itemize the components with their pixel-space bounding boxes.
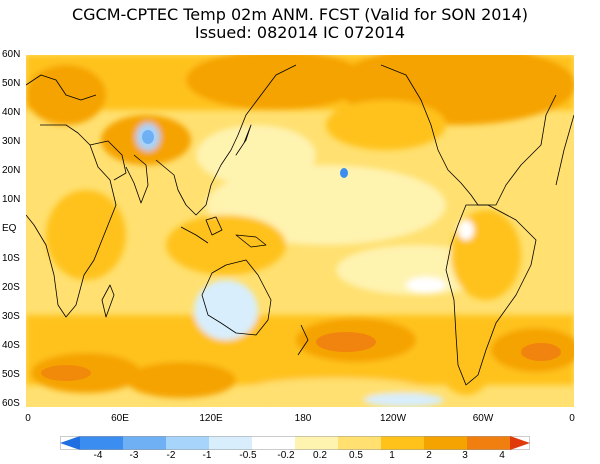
colorbar-label: -3 <box>129 450 139 461</box>
colorbar-label: 3 <box>462 450 468 461</box>
colorbar-swatch <box>166 436 210 450</box>
colorbar-swatch <box>381 436 425 450</box>
coast-north-america <box>380 64 557 206</box>
hot-core-south-pacific <box>316 332 376 352</box>
lat-label-30n: 30N <box>2 136 21 147</box>
lat-label-10s: 10S <box>2 253 20 264</box>
lat-label-10n: 10N <box>2 194 21 205</box>
lon-label-120e: 120E <box>199 413 223 424</box>
colorbar-swatch <box>252 436 296 450</box>
coast-west-africa-east-edge <box>555 114 574 186</box>
colorbar-label: 4 <box>499 450 505 461</box>
lat-label-30s: 30S <box>2 311 20 322</box>
colorbar-label: -0.2 <box>277 450 295 461</box>
coast-japan <box>235 124 252 156</box>
colorbar-swatch <box>467 436 511 450</box>
map-title: CGCM-CPTEC Temp 02m ANM. FCST (Valid for… <box>71 5 529 24</box>
lon-label-0-east: 0 <box>569 413 575 424</box>
coast-east-asia <box>155 64 297 216</box>
coast-borneo <box>205 216 223 236</box>
colorbar-swatch <box>209 436 253 450</box>
lon-label-60e: 60E <box>111 413 129 424</box>
lat-label-20s: 20S <box>2 282 20 293</box>
lat-label-eq: EQ <box>2 223 17 234</box>
lon-label-120w: 120W <box>379 413 407 424</box>
colorbar-right-arrow <box>510 436 530 450</box>
colorbar-label: 0.2 <box>313 450 327 461</box>
lon-label-60w: 60W <box>472 413 494 424</box>
hot-core-south-atlantic <box>521 343 561 361</box>
coast-madagascar <box>101 284 115 318</box>
colorbar-label: 1 <box>389 450 395 461</box>
lat-label-40s: 40S <box>2 340 20 351</box>
coast-sumatra <box>180 226 209 244</box>
colorbar-label: -4 <box>93 450 103 461</box>
colorbar-swatch <box>123 436 167 450</box>
coast-new-zealand <box>297 324 309 356</box>
colorbar-label: -0.5 <box>239 450 257 461</box>
colorbar-label: -1 <box>202 450 212 461</box>
coastlines <box>26 64 574 386</box>
colorbar-label: -2 <box>166 450 176 461</box>
colorbar-left-arrow <box>60 436 80 450</box>
colorbar-swatch <box>338 436 382 450</box>
lat-label-50s: 50S <box>2 369 20 380</box>
lon-label-180: 180 <box>294 413 312 424</box>
map-subtitle: Issued: 082014 IC 072014 <box>194 23 406 42</box>
coast-africa <box>26 124 117 318</box>
colorbar-swatch <box>80 436 124 450</box>
lat-label-60n: 60N <box>2 49 21 60</box>
lon-label-0: 0 <box>25 413 31 424</box>
cool-core-hawaii <box>340 168 348 178</box>
coast-europe <box>26 74 97 101</box>
lat-label-50n: 50N <box>2 78 21 89</box>
colorbar-swatch <box>424 436 468 450</box>
cool-core-tibet <box>142 130 154 144</box>
coast-india <box>125 154 149 204</box>
anomaly-shading <box>26 55 574 407</box>
colorbar-swatch <box>295 436 339 450</box>
colorbar <box>60 436 530 450</box>
coast-arabia <box>89 140 127 181</box>
lat-label-60s: 60S <box>2 398 20 409</box>
hot-core-indian-ocean <box>41 365 91 381</box>
coast-south-america <box>445 204 537 386</box>
coast-australia <box>201 259 272 336</box>
temperature-anomaly-map <box>26 55 574 407</box>
colorbar-label: 0.5 <box>349 450 363 461</box>
lat-label-20n: 20N <box>2 165 21 176</box>
coast-new-guinea <box>235 234 267 248</box>
lat-label-40n: 40N <box>2 107 21 118</box>
colorbar-label: 2 <box>426 450 432 461</box>
